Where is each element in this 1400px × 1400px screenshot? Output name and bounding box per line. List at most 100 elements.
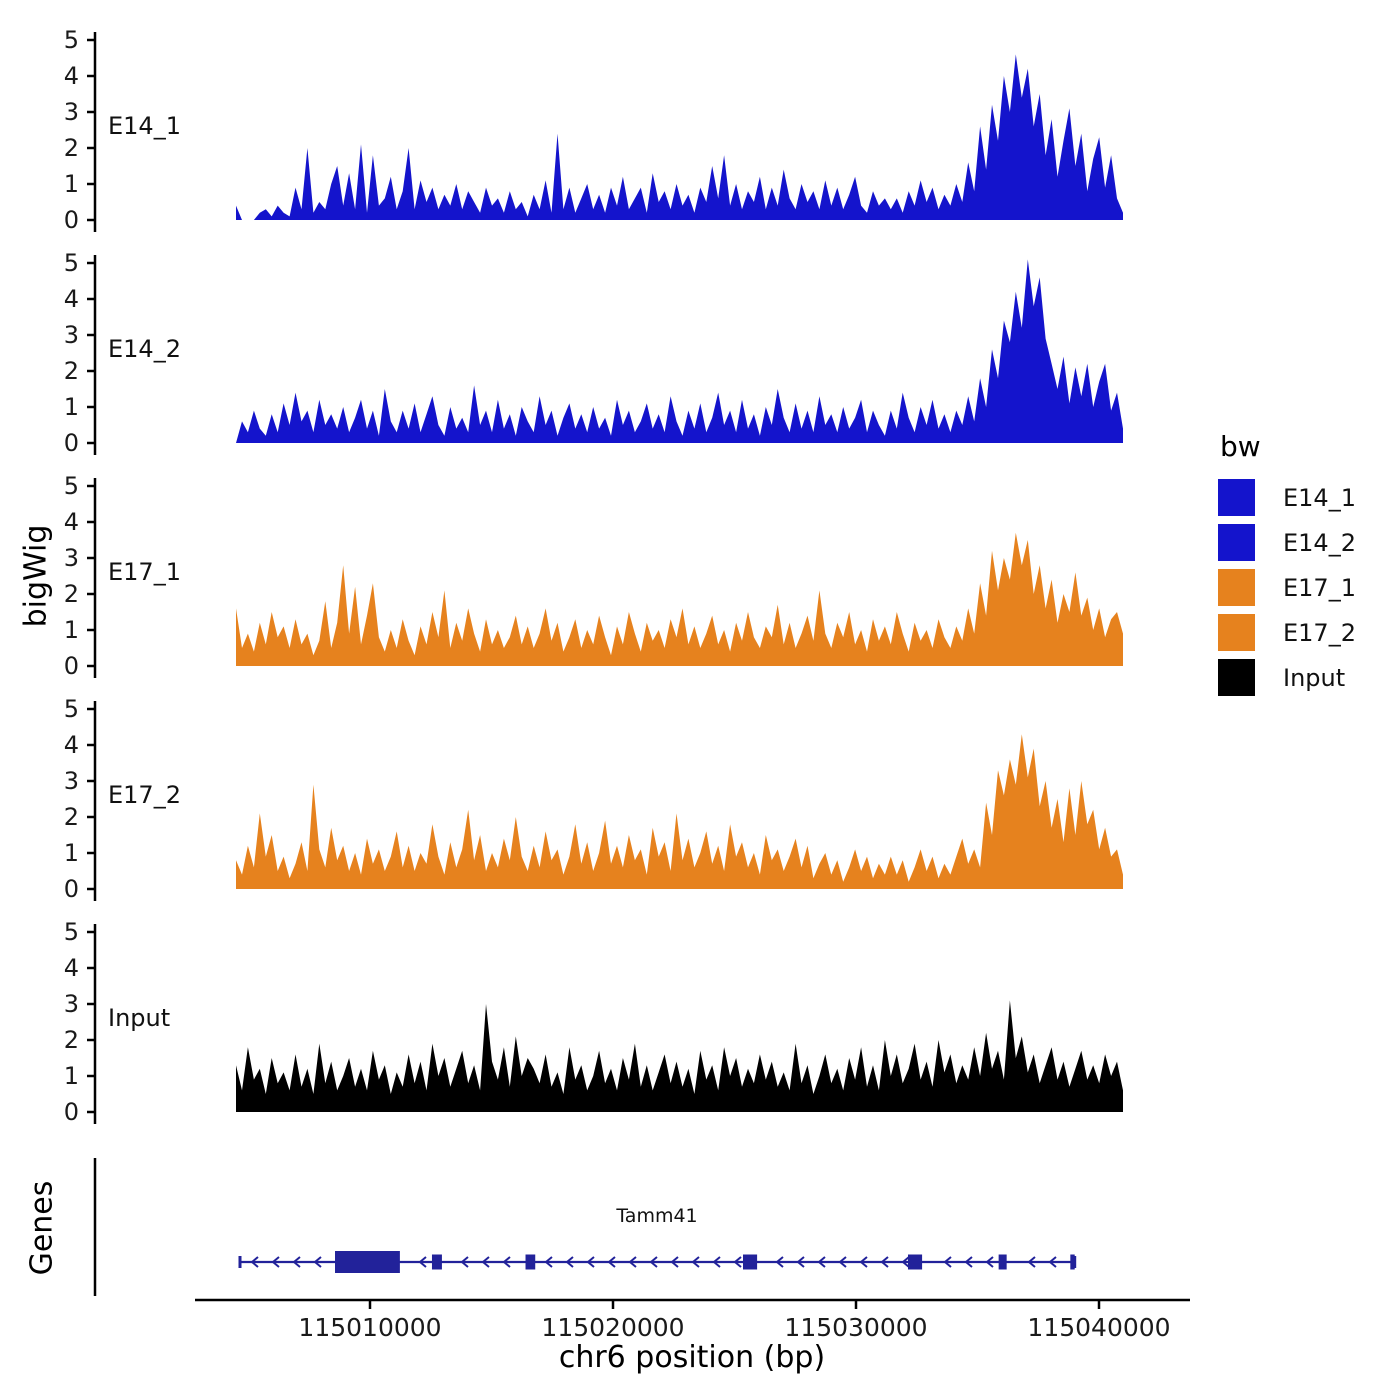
- legend-label-e17-2: E17_2: [1283, 618, 1356, 647]
- exon: [743, 1254, 758, 1270]
- exon: [525, 1254, 536, 1270]
- track-panel-e17-1: 0 1 2 3 4 5 E17_1: [0, 472, 1200, 686]
- coverage-track-e17-1: 0 1 2 3 4 5: [64, 472, 1123, 680]
- track-panel-e14-2: 0 1 2 3 4 5 E14_2: [0, 249, 1200, 463]
- y-tick-label: 4: [64, 731, 79, 759]
- track-label-e14-2: E14_2: [108, 335, 181, 363]
- strand-arrow-left: [481, 1256, 490, 1268]
- strand-arrow-left: [649, 1256, 658, 1268]
- strand-arrow-left: [733, 1256, 742, 1268]
- strand-arrow-left: [250, 1256, 259, 1268]
- y-tick-label: 0: [64, 1098, 79, 1126]
- track-panel-e17-2: 0 1 2 3 4 5 E17_2: [0, 695, 1200, 909]
- y-tick-label: 4: [64, 508, 79, 536]
- legend-label-input: Input: [1283, 663, 1346, 692]
- exon: [908, 1254, 923, 1270]
- legend-entry-e14-1: E14_1: [1218, 479, 1356, 516]
- strand-arrow-left: [859, 1256, 868, 1268]
- strand-arrow-left: [691, 1256, 700, 1268]
- legend-swatch-input: [1218, 659, 1255, 696]
- legend-entry-input: Input: [1218, 659, 1356, 696]
- y-tick-label: 3: [64, 767, 79, 795]
- coverage-area-E14_2: [236, 259, 1123, 443]
- y-tick-label: 5: [64, 249, 79, 277]
- strand-arrow-left: [544, 1256, 553, 1268]
- strand-arrow-left: [964, 1256, 973, 1268]
- legend-swatch-e17-1: [1218, 569, 1255, 606]
- legend-swatch-e17-2: [1218, 614, 1255, 651]
- y-tick-label: 3: [64, 98, 79, 126]
- coverage-area-Input: [236, 1000, 1123, 1112]
- y-tick-label: 2: [64, 803, 79, 831]
- coverage-area-E14_1: [236, 54, 1123, 221]
- y-tick-label: 1: [64, 1062, 79, 1090]
- y-tick-label: 4: [64, 954, 79, 982]
- y-tick-label: 2: [64, 134, 79, 162]
- coverage-track-input: 0 1 2 3 4 5: [64, 918, 1123, 1126]
- legend-swatch-e14-2: [1218, 524, 1255, 561]
- gene-name-label: Tamm41: [616, 1205, 698, 1227]
- legend-title: bw: [1220, 430, 1261, 463]
- strand-arrow-left: [1027, 1256, 1036, 1268]
- coverage-area-E17_2: [236, 734, 1123, 889]
- strand-arrow-left: [880, 1256, 889, 1268]
- y-tick-label: 1: [64, 393, 79, 421]
- strand-arrow-left: [565, 1256, 574, 1268]
- strand-arrow-left: [313, 1256, 322, 1268]
- legend-entry-e14-2: E14_2: [1218, 524, 1356, 561]
- y-tick-label: 1: [64, 170, 79, 198]
- strand-arrow-left: [817, 1256, 826, 1268]
- strand-arrow-left: [943, 1256, 952, 1268]
- y-tick-label: 4: [64, 62, 79, 90]
- y-tick-label: 5: [64, 472, 79, 500]
- y-tick-label: 5: [64, 918, 79, 946]
- track-panel-e14-1: 0 1 2 3 4 5 E14_1: [0, 26, 1200, 240]
- y-tick-label: 2: [64, 1026, 79, 1054]
- y-tick-label: 3: [64, 544, 79, 572]
- coverage-track-e17-2: 0 1 2 3 4 5: [64, 695, 1123, 903]
- y-tick-label: 2: [64, 580, 79, 608]
- y-tick-label: 2: [64, 357, 79, 385]
- exon: [998, 1254, 1007, 1270]
- strand-arrow-left: [1048, 1256, 1057, 1268]
- y-tick-label: 5: [64, 695, 79, 723]
- legend-entry-e17-1: E17_1: [1218, 569, 1356, 606]
- y-tick-label: 4: [64, 285, 79, 313]
- y-tick-label: 0: [64, 875, 79, 903]
- strand-arrow-left: [271, 1256, 280, 1268]
- strand-arrow-left: [502, 1256, 511, 1268]
- strand-arrow-left: [985, 1256, 994, 1268]
- strand-arrow-left: [292, 1256, 301, 1268]
- coverage-area-E17_1: [236, 532, 1123, 666]
- y-tick-label: 0: [64, 206, 79, 234]
- track-label-e14-1: E14_1: [108, 112, 181, 140]
- coverage-track-e14-2: 0 1 2 3 4 5: [64, 249, 1123, 457]
- y-tick-label: 5: [64, 26, 79, 54]
- track-panel-input: 0 1 2 3 4 5 Input: [0, 918, 1200, 1132]
- strand-arrow-left: [418, 1256, 427, 1268]
- x-tick-label: 115030000: [784, 1313, 927, 1342]
- strand-arrow-left: [712, 1256, 721, 1268]
- strand-arrow-left: [796, 1256, 805, 1268]
- exon: [335, 1251, 400, 1273]
- y-tick-label: 3: [64, 321, 79, 349]
- strand-arrow-left: [586, 1256, 595, 1268]
- strand-arrow-left: [607, 1256, 616, 1268]
- legend-entry-e17-2: E17_2: [1218, 614, 1356, 651]
- legend-label-e17-1: E17_1: [1283, 573, 1356, 602]
- y-tick-label: 1: [64, 839, 79, 867]
- x-tick-label: 115010000: [298, 1313, 441, 1342]
- coverage-track-e14-1: 0 1 2 3 4 5: [64, 26, 1123, 234]
- track-label-e17-1: E17_1: [108, 558, 181, 586]
- strand-arrow-left: [460, 1256, 469, 1268]
- strand-arrow-left: [628, 1256, 637, 1268]
- legend-label-e14-2: E14_2: [1283, 528, 1356, 557]
- exon: [431, 1254, 442, 1270]
- x-axis-title: chr6 position (bp): [558, 1340, 826, 1375]
- track-label-input: Input: [108, 1004, 171, 1032]
- x-tick-label: 115040000: [1027, 1313, 1170, 1342]
- legend-label-e14-1: E14_1: [1283, 483, 1356, 512]
- y-tick-label: 3: [64, 990, 79, 1018]
- x-axis: 115010000 115020000 115030000 115040000: [195, 1298, 1190, 1342]
